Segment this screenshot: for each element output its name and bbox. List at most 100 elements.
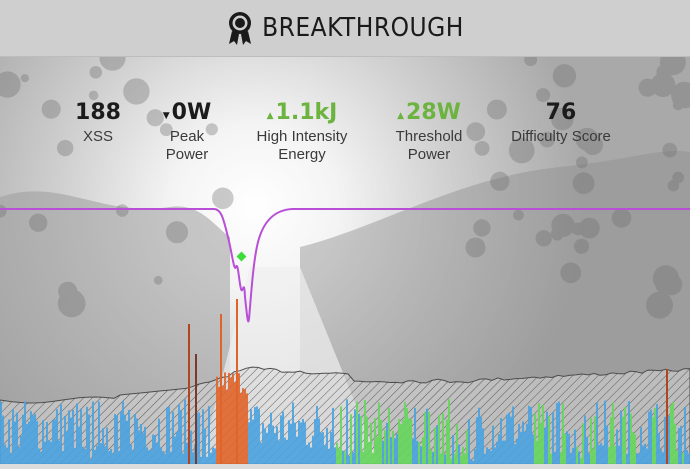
power-bar [474,449,476,464]
power-bar [460,455,462,464]
power-bar [424,412,426,464]
power-bar [44,441,46,464]
power-bar [96,445,98,464]
power-bar [208,406,210,464]
power-bar [652,417,654,464]
power-bar [258,409,260,464]
power-bar [86,406,88,464]
power-bar [440,453,442,464]
power-bar [410,419,412,464]
power-bar [386,422,388,464]
power-bar [552,412,554,464]
power-bar [292,402,294,464]
power-bar [596,402,598,464]
power-bar [472,460,474,464]
power-bar [206,456,208,464]
power-spike [188,324,190,464]
power-bar [106,427,108,464]
power-bar [352,452,354,464]
foliage-shape [20,74,29,83]
power-bar [544,427,546,464]
power-bar [30,411,32,464]
power-bar [492,425,494,464]
power-bar [54,419,56,464]
power-bar [676,450,678,464]
power-bar [542,404,544,464]
power-bar [422,437,424,464]
power-bar [160,447,162,464]
foliage-shape [579,217,600,239]
power-bar [50,441,52,464]
power-bar [392,430,394,464]
power-bar [508,412,510,464]
power-bar [340,406,342,464]
power-bar [300,422,302,464]
power-bar [576,446,578,464]
foliage-shape [660,273,683,296]
foliage-shape [212,187,234,210]
power-bar [204,428,206,464]
power-bar [132,450,134,464]
power-bar [662,452,664,464]
power-bar [312,435,314,464]
power-bar [442,412,444,464]
power-bar [124,414,126,464]
stat-value-text: 76 [545,100,577,125]
power-bar [534,413,536,464]
stat-value: ▼ 0W [163,100,212,126]
power-bar [420,446,422,464]
power-bar [282,411,284,464]
power-bar [324,445,326,464]
power-bar [60,404,62,464]
stat-label: XSS [75,128,121,146]
stat-value-text: 188 [75,100,121,125]
stat-label-text: High Intensity Energy [256,128,348,163]
power-bar [212,447,214,464]
power-bar [468,419,470,464]
power-bar [314,419,316,464]
power-bar [530,407,532,464]
power-bar [406,408,408,464]
header-bar: BREAKTHROUGH [0,0,690,57]
power-bar [294,422,296,464]
power-bar [74,448,76,464]
power-bar [176,431,178,464]
power-bar [330,431,332,464]
power-bar [244,389,246,464]
power-bar [112,453,114,464]
power-bar [146,447,148,464]
power-bar [674,423,676,464]
power-bar [516,438,518,464]
power-bar [384,430,386,464]
power-bar [626,453,628,464]
foliage-shape [165,221,189,244]
power-bar [660,449,662,464]
foliage-shape [0,71,21,98]
power-bar [466,430,468,464]
power-bar [368,442,370,464]
foliage-shape [58,281,78,301]
power-bar [350,414,352,464]
power-bar [142,432,144,464]
power-bar [620,410,622,464]
power-bar [478,407,480,464]
foliage-shape [474,141,490,156]
foliage-shape [473,219,491,237]
foliage-shape [490,171,510,191]
power-bar [672,402,674,464]
power-bar [136,418,138,464]
power-bar [528,405,530,464]
power-bar [482,428,484,464]
power-bar [290,423,292,464]
power-bar [80,408,82,464]
power-bar [174,436,176,464]
power-bar [374,418,376,464]
power-bar [568,433,570,464]
scene-graphic [0,44,690,465]
power-bar [288,420,290,464]
power-bar [318,418,320,464]
power-bar [500,418,502,464]
power-bar [246,393,248,464]
power-bar [650,409,652,464]
power-bar [168,406,170,464]
